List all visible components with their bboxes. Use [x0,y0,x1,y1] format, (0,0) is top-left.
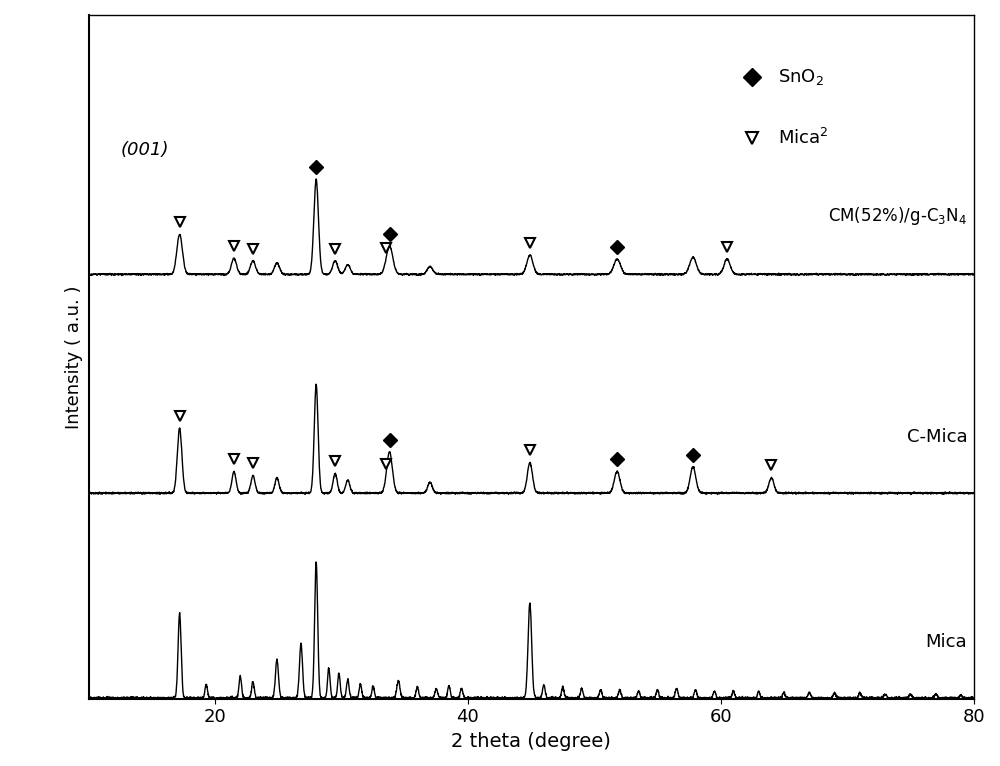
Text: Mica$^2$: Mica$^2$ [778,128,828,148]
Text: C-Mica: C-Mica [907,427,967,446]
Text: CM(52%)/g-C$_3$N$_4$: CM(52%)/g-C$_3$N$_4$ [828,205,967,227]
Text: (001): (001) [120,141,169,159]
X-axis label: 2 theta (degree): 2 theta (degree) [451,732,611,751]
Y-axis label: Intensity ( a.u. ): Intensity ( a.u. ) [65,285,83,429]
Text: Mica: Mica [926,633,967,651]
Text: SnO$_2$: SnO$_2$ [778,67,824,87]
